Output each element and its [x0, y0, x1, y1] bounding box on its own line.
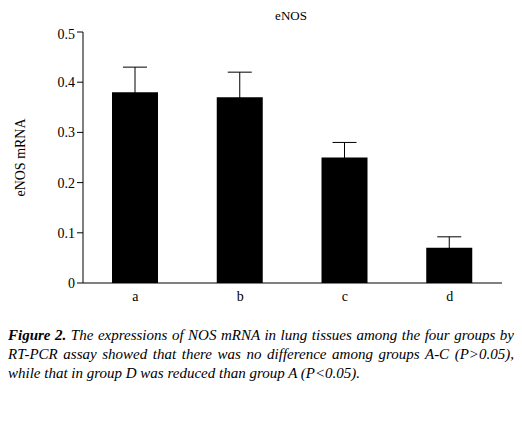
- svg-text:0.1: 0.1: [58, 226, 76, 241]
- html-text:eNOS: eNOS: [275, 8, 307, 23]
- svg-text:0: 0: [68, 276, 75, 291]
- svg-text:c: c: [342, 289, 348, 304]
- html-text:Figure 2. The expressions of N: Figure 2. The expressions of NOS mRNA in…: [8, 327, 514, 381]
- svg-text:0.2: 0.2: [58, 176, 76, 191]
- svg-text:a: a: [132, 289, 139, 304]
- svg-text:eNOS mRNA: eNOS mRNA: [13, 118, 28, 197]
- svg-text:0.4: 0.4: [58, 75, 76, 90]
- svg-text:0.5: 0.5: [58, 27, 76, 42]
- svg-text:d: d: [446, 289, 453, 304]
- svg-text:b: b: [237, 289, 244, 304]
- svg-text:0.3: 0.3: [58, 125, 76, 140]
